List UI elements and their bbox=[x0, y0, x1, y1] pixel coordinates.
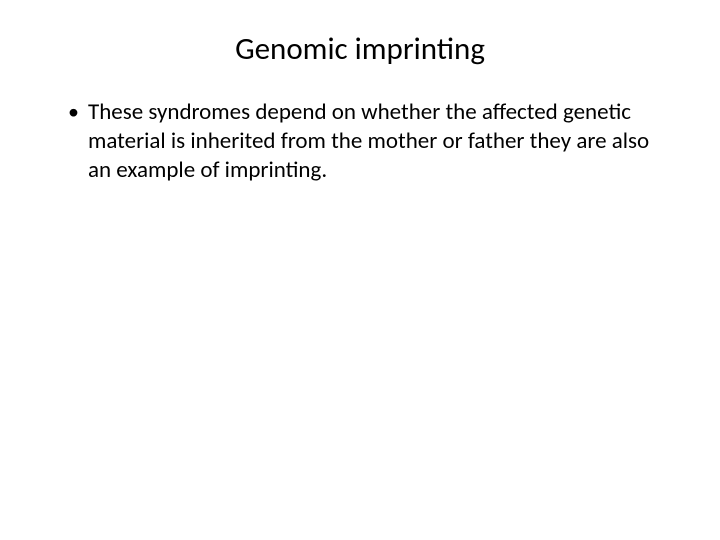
slide-content: These syndromes depend on whether the af… bbox=[50, 98, 670, 184]
bullet-item: These syndromes depend on whether the af… bbox=[68, 98, 670, 184]
slide-container: Genomic imprinting These syndromes depen… bbox=[0, 0, 720, 540]
slide-title: Genomic imprinting bbox=[50, 30, 670, 68]
bullet-list: These syndromes depend on whether the af… bbox=[68, 98, 670, 184]
